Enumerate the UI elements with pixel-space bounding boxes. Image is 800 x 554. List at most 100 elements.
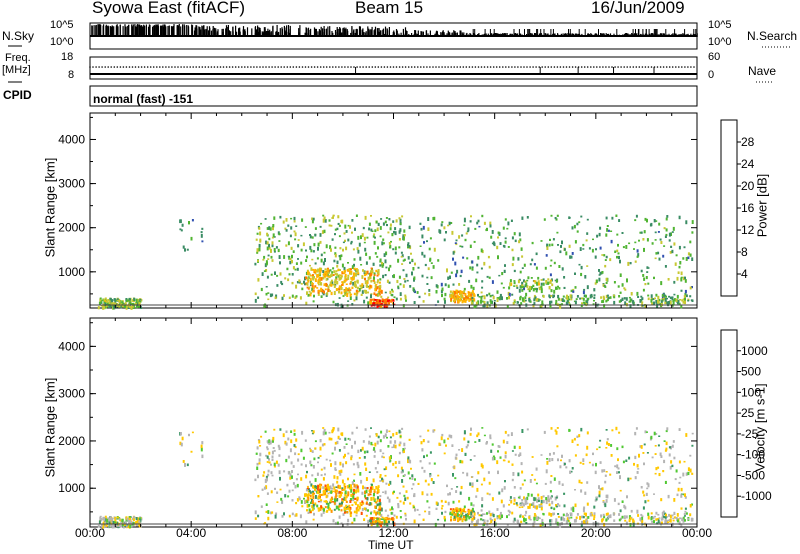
power-echo-cell <box>377 279 379 282</box>
power-echo-cell <box>394 227 397 231</box>
velocity-echo-cell <box>313 457 316 461</box>
velocity-echo-cell <box>418 513 421 516</box>
velocity-echo-cell <box>394 461 397 465</box>
power-echo-cell <box>586 232 589 235</box>
velocity-echo-cell <box>429 474 432 478</box>
velocity-echo-cell <box>138 520 141 523</box>
velocity-echo-cell <box>373 490 376 493</box>
power-echo-cell <box>354 227 356 231</box>
power-echo-cell <box>487 255 490 259</box>
velocity-echo-cell <box>361 491 364 495</box>
velocity-echo-cell <box>113 524 116 527</box>
power-echo-cell <box>308 273 311 276</box>
power-echo-cell <box>338 285 341 289</box>
velocity-echo-cell <box>557 515 560 518</box>
power-echo-cell <box>314 262 317 265</box>
nave-dot <box>204 66 207 68</box>
power-echo-cell <box>106 300 109 303</box>
power-echo-cell <box>132 300 135 303</box>
power-echo-cell <box>312 268 314 271</box>
velocity-echo-cell <box>334 441 337 445</box>
nave-dot <box>638 66 641 68</box>
nave-dot <box>526 66 528 68</box>
power-echo-cell <box>557 285 559 288</box>
velocity-echo-cell <box>298 497 301 501</box>
velocity-echo-cell <box>646 452 649 454</box>
power-echo-cell <box>318 273 321 277</box>
power-echo-cell <box>521 281 524 286</box>
power-echo-cell <box>329 281 332 284</box>
velocity-echo-cell <box>511 450 514 452</box>
power-echo-cell <box>656 303 659 308</box>
velocity-echo-cell <box>309 460 312 465</box>
velocity-echo-cell <box>452 518 455 521</box>
velocity-echo-cell <box>273 465 276 468</box>
power-echo-cell <box>571 226 574 230</box>
velocity-echo-cell <box>341 498 344 502</box>
velocity-echo-cell <box>450 518 452 522</box>
power-echo-cell <box>605 216 608 220</box>
velocity-echo-cell <box>327 506 330 509</box>
power-echo-cell <box>374 252 377 255</box>
velocity-echo-cell <box>291 470 293 474</box>
power-echo-cell <box>538 299 541 301</box>
velocity-echo-cell <box>460 485 463 490</box>
power-echo-cell <box>665 233 668 236</box>
velocity-echo-cell <box>545 497 548 501</box>
noise-sample <box>244 31 246 37</box>
power-echo-cell <box>265 286 268 288</box>
power-echo-cell <box>533 263 536 266</box>
power-echo-cell <box>671 296 674 300</box>
velocity-echo-cell <box>283 470 286 473</box>
power-echo-cell <box>540 285 543 289</box>
power-echo-cell <box>362 226 365 230</box>
power-echo-cell <box>566 294 568 298</box>
power-echo-cell <box>580 304 583 307</box>
velocity-echo-cell <box>536 505 538 509</box>
power-echo-cell <box>317 246 319 251</box>
velocity-echo-cell <box>411 487 413 490</box>
power-echo-cell <box>374 299 377 301</box>
power-echo-cell <box>388 301 390 306</box>
velocity-echo-cell <box>346 485 349 487</box>
velocity-echo-cell <box>125 516 128 520</box>
velocity-echo-cell <box>594 470 597 475</box>
power-echo-cell <box>586 285 589 290</box>
power-echo-cell <box>524 299 527 302</box>
velocity-echo-cell <box>526 502 529 505</box>
power-echo-cell <box>444 283 447 287</box>
velocity-echo-cell <box>322 493 325 496</box>
velocity-echo-cell <box>317 456 320 459</box>
power-echo-cell <box>299 296 302 300</box>
velocity-echo-cell <box>309 447 311 450</box>
noise-sample <box>263 31 265 37</box>
power-echo-cell <box>395 219 398 223</box>
power-echo-cell <box>336 260 339 265</box>
power-echo-cell <box>116 298 119 300</box>
velocity-echo-cell <box>489 513 492 517</box>
power-echo-cell <box>393 274 395 279</box>
velocity-echo-cell <box>421 448 424 452</box>
power-echo-cell <box>617 285 620 288</box>
velocity-echo-cell <box>179 432 182 436</box>
power-echo-cell <box>380 289 383 294</box>
noise-sample <box>304 32 306 37</box>
power-echo-cell <box>489 224 492 228</box>
velocity-echo-cell <box>397 474 400 478</box>
velocity-echo-cell <box>458 514 461 516</box>
velocity-echo-cell <box>490 449 493 453</box>
power-echo-cell <box>316 270 319 273</box>
power-echo-cell <box>438 229 441 233</box>
velocity-echo-cell <box>314 478 317 482</box>
velocity-echo-cell <box>300 477 303 481</box>
power-echo-cell <box>504 237 507 240</box>
noise-sample <box>168 25 170 37</box>
power-echo-cell <box>345 283 348 285</box>
velocity-echo-cell <box>287 495 290 498</box>
velocity-echo-cell <box>427 429 430 432</box>
velocity-echo-cell <box>510 432 513 436</box>
power-echo-cell <box>461 234 464 237</box>
power-echo-cell <box>272 233 275 237</box>
velocity-echo-cell <box>450 488 453 490</box>
power-echo-cell <box>320 282 323 286</box>
